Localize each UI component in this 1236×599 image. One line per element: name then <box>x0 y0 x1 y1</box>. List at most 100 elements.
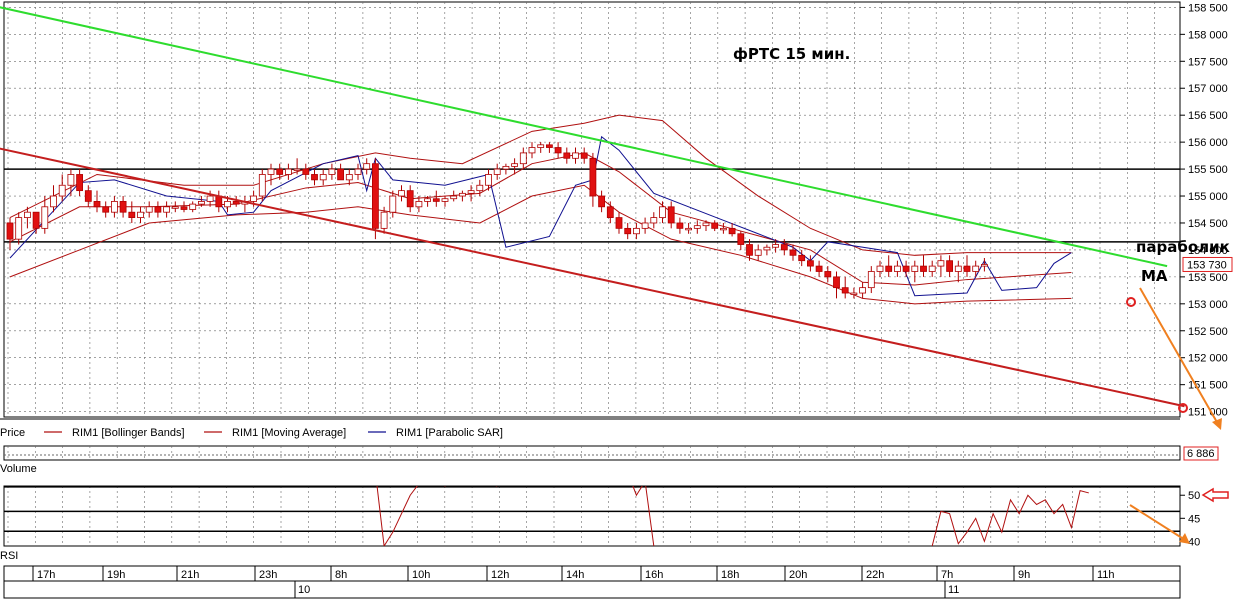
rsi-panel-label: RSI <box>0 550 18 562</box>
candle <box>598 190 605 213</box>
candle-body <box>76 174 83 192</box>
candle <box>406 185 414 213</box>
candle <box>458 190 466 202</box>
arrow-head-icon <box>1179 533 1190 544</box>
candle <box>424 196 432 207</box>
y-tick-label: 155 000 <box>1188 191 1228 203</box>
candle-body <box>258 174 266 197</box>
candle <box>415 196 423 213</box>
candle-body <box>311 174 318 181</box>
current-price-label: 153 730 <box>1187 259 1227 271</box>
candle <box>58 174 66 202</box>
candle-body <box>641 222 649 229</box>
candle <box>972 260 980 277</box>
candle <box>337 163 345 181</box>
chart-title-annotation: фРТС 15 мин. <box>733 45 850 63</box>
rsi-polyline <box>632 486 655 546</box>
time-tick-label: 11h <box>1097 569 1115 581</box>
candle-body <box>450 195 458 200</box>
candle <box>720 222 727 234</box>
time-tick-label: 22h <box>866 569 884 581</box>
candle-body <box>876 265 884 272</box>
candle <box>154 201 162 218</box>
candle <box>633 222 640 240</box>
candle <box>371 158 379 240</box>
candle-body <box>328 168 336 175</box>
candle-body <box>406 190 414 208</box>
candle <box>398 185 405 202</box>
candle-body <box>432 198 440 202</box>
candle <box>754 244 762 261</box>
candle-body <box>624 227 632 235</box>
candle-body <box>267 168 275 175</box>
candle <box>111 196 118 218</box>
candle <box>659 201 666 223</box>
candle <box>676 217 684 234</box>
candle <box>772 239 779 253</box>
candle <box>572 147 579 164</box>
time-axis-frame <box>3 565 1181 599</box>
candle <box>180 201 188 213</box>
candle-body <box>572 152 579 159</box>
candle <box>589 152 597 207</box>
time-tick-label: 12h <box>491 569 509 581</box>
candle <box>841 276 849 299</box>
candle-body <box>946 260 953 272</box>
rsi-line <box>376 486 1089 546</box>
time-tick-label: 21h <box>181 569 199 581</box>
price-y-axis: 158 500 158 000 157 500 157 000 156 500 156 0… <box>1180 2 1228 419</box>
candle <box>981 258 988 272</box>
day-label: 11 <box>948 584 959 596</box>
y-tick-label: 158 500 <box>1188 2 1228 14</box>
candle <box>119 196 127 218</box>
candle <box>284 163 292 180</box>
candle-body <box>171 206 179 209</box>
candle <box>685 222 692 234</box>
candle <box>93 190 101 213</box>
candle <box>920 255 927 277</box>
candle <box>954 260 962 283</box>
y-tick-label: 151 000 <box>1188 407 1228 419</box>
candle-body <box>937 260 945 267</box>
candle-body <box>824 271 832 278</box>
candle <box>76 169 83 197</box>
candle <box>667 201 675 229</box>
candle <box>6 217 14 250</box>
candle-body <box>928 265 936 272</box>
candle-body <box>493 168 501 175</box>
candle-body <box>911 265 919 272</box>
candle-body <box>807 260 814 267</box>
time-tick-label: 10h <box>412 569 430 581</box>
time-tick-label: 16h <box>645 569 663 581</box>
candle-body <box>537 144 545 148</box>
candle <box>476 179 484 197</box>
candle-body <box>554 147 562 154</box>
time-tick-label: 19h <box>107 569 125 581</box>
candle <box>163 201 171 218</box>
candle-body <box>885 265 893 272</box>
candle-body <box>476 184 484 192</box>
y-tick-label: 152 000 <box>1188 353 1228 365</box>
candle-body <box>754 249 762 256</box>
candle <box>363 158 371 175</box>
time-tick-label: 7h <box>941 569 953 581</box>
candle-body <box>32 211 40 229</box>
candle <box>554 142 562 159</box>
candle <box>432 190 440 207</box>
candle <box>380 206 388 234</box>
candle <box>319 169 327 186</box>
candle-body <box>84 190 92 202</box>
candle-body <box>720 227 727 231</box>
candle <box>580 147 588 164</box>
candle <box>746 239 753 261</box>
y-tick-label: 153 500 <box>1188 272 1228 284</box>
candle-body <box>737 233 745 245</box>
candle-body <box>128 211 136 218</box>
candle-body <box>546 144 553 148</box>
candle <box>389 190 397 218</box>
candle <box>485 169 492 191</box>
candle-body <box>441 198 449 202</box>
rsi-tick-label: 50 <box>1188 490 1200 502</box>
candle <box>502 163 510 175</box>
candle <box>519 147 527 170</box>
